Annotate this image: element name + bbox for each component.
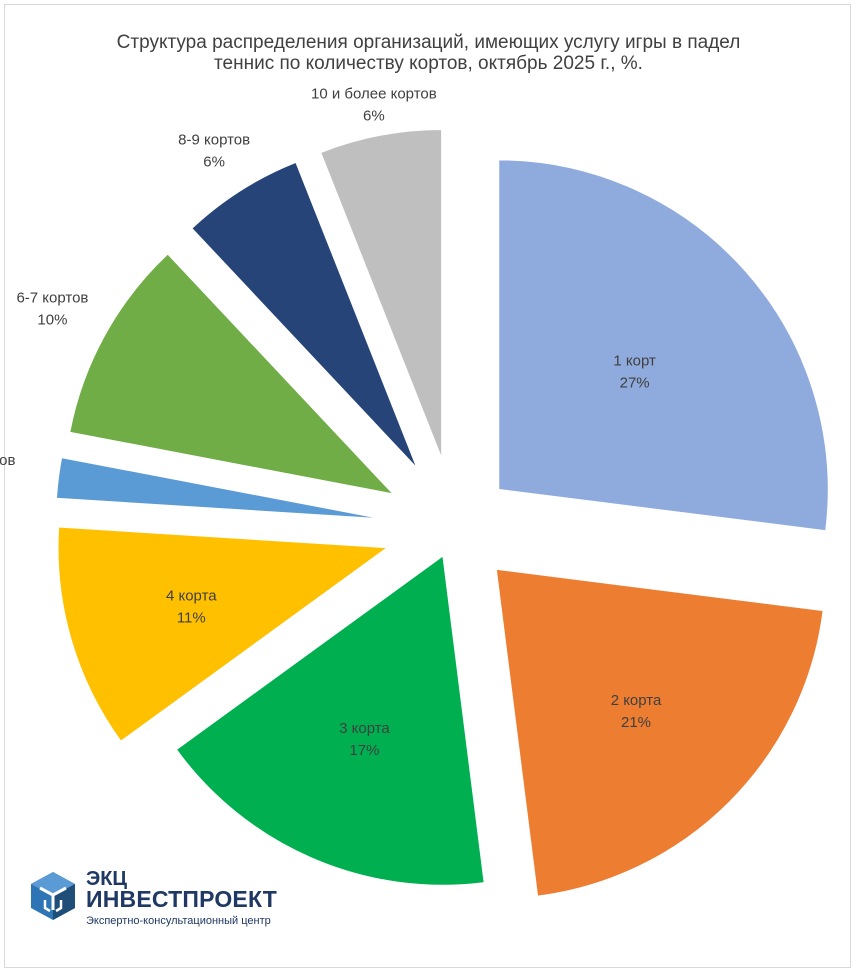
slice-category-label: 10 и более кортов — [311, 86, 437, 103]
slice-category-label: 5 кортов — [0, 452, 15, 469]
slice-category-label: 2 корта — [611, 692, 662, 709]
pie-slice — [55, 456, 386, 520]
slice-category-label: 1 корт — [613, 353, 656, 370]
slice-value-label: 6% — [203, 153, 225, 170]
logo-line-2: ИНВЕСТПРОЕКТ — [86, 886, 278, 912]
slice-value-label: 6% — [363, 108, 385, 125]
slice-value-label: 27% — [620, 375, 650, 392]
pie-slice — [175, 554, 486, 887]
slice-value-label: 21% — [621, 714, 651, 731]
pie-slice — [497, 158, 830, 532]
slice-category-label: 8-9 кортов — [178, 131, 250, 148]
slice-value-label: 10% — [37, 312, 67, 329]
slice-category-label: 6-7 кортов — [16, 290, 88, 307]
pie-slice — [190, 161, 419, 470]
pie-slice — [57, 526, 390, 743]
company-logo: ЭКЦ ИНВЕСТПРОЕКТ Экспертно-консультацион… — [28, 864, 328, 934]
logo-line-3: Экспертно-консультационный центр — [86, 915, 271, 927]
slice-category-label: 4 корта — [166, 588, 217, 605]
pie-slice — [319, 128, 443, 460]
pie-slice — [68, 252, 396, 496]
slice-value-label: 11% — [177, 610, 206, 627]
slice-value-label: 17% — [349, 742, 379, 759]
logo-cube-icon — [31, 872, 75, 920]
pie-slice — [495, 568, 825, 898]
slice-category-label: 3 корта — [339, 720, 390, 737]
chart-title-line-2: теннис по количеству кортов, октябрь 202… — [214, 53, 643, 74]
logo-line-1: ЭКЦ — [86, 868, 128, 890]
chart-title-line-1: Структура распределения организаций, име… — [116, 32, 741, 53]
